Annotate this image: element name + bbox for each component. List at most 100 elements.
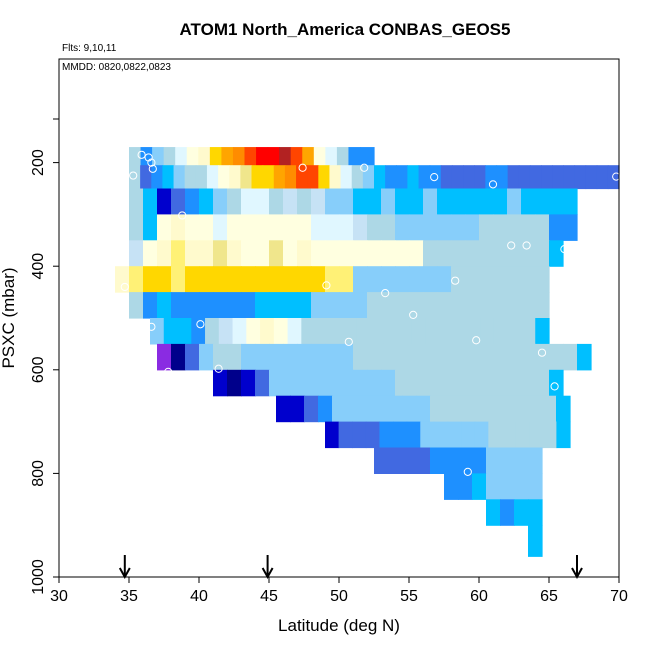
heatmap-cell xyxy=(297,240,312,267)
heatmap-cell xyxy=(465,292,480,319)
heatmap-cell xyxy=(438,318,454,345)
heatmap-cell xyxy=(529,421,544,449)
heatmap-cell xyxy=(313,147,326,166)
x-axis: 30 35 40 45 50 55 60 65 70 xyxy=(50,577,628,605)
heatmap-cell xyxy=(501,421,517,449)
heatmap-cell xyxy=(297,343,312,371)
heatmap-cell xyxy=(393,421,408,449)
heatmap-cell xyxy=(227,343,242,371)
sample-point xyxy=(472,336,481,345)
heatmap-cell xyxy=(227,369,242,397)
heatmap-cell xyxy=(360,147,375,166)
heatmap-cell xyxy=(458,447,473,474)
heatmap-cell xyxy=(199,240,214,267)
heatmap-cell xyxy=(339,240,354,267)
heatmap-cell xyxy=(151,165,164,190)
y-tick-label: 200 xyxy=(30,149,47,176)
heatmap-cell xyxy=(360,395,375,423)
heatmap-cell xyxy=(563,214,578,241)
heatmap-cell xyxy=(485,165,498,190)
heatmap-cell xyxy=(493,343,508,371)
heatmap-cell xyxy=(198,147,211,166)
heatmap-cell xyxy=(143,292,158,319)
heatmap-cell xyxy=(451,240,466,267)
heatmap-cell xyxy=(493,240,508,267)
sample-point xyxy=(560,245,569,254)
heatmap-cell xyxy=(500,473,515,500)
heatmap-cell xyxy=(402,447,417,474)
sample-point xyxy=(322,281,331,290)
heatmap-cell xyxy=(500,447,515,474)
heatmap-cell xyxy=(348,147,361,166)
heatmap-cell xyxy=(297,188,312,215)
heatmap-cell xyxy=(465,214,480,241)
heatmap-cell xyxy=(283,240,298,267)
heatmap-cell xyxy=(585,165,598,190)
heatmap-cell xyxy=(115,266,130,293)
heatmap-cell xyxy=(409,188,424,215)
heatmap-cell xyxy=(255,369,270,397)
heatmap-cell xyxy=(423,214,438,241)
heatmap-cell xyxy=(535,292,550,319)
heatmap-cell xyxy=(381,240,396,267)
heatmap-cell xyxy=(420,421,435,449)
heatmap-cell xyxy=(367,214,382,241)
heatmap-cell xyxy=(451,343,466,371)
heatmap-cell xyxy=(409,292,424,319)
heatmap-cell xyxy=(297,292,312,319)
heatmap-cell xyxy=(367,343,382,371)
heatmap-cell xyxy=(437,343,452,371)
heatmap-cell xyxy=(528,473,543,500)
heatmap-cell xyxy=(213,343,228,371)
heatmap-cell xyxy=(563,165,576,190)
heatmap-cell xyxy=(381,343,396,371)
heatmap-cell xyxy=(385,165,397,190)
sample-point xyxy=(214,364,223,373)
heatmap-cell xyxy=(493,318,509,345)
heatmap-cell xyxy=(409,214,424,241)
heatmap-cell xyxy=(177,318,192,345)
heatmap-cell xyxy=(185,240,200,267)
heatmap-cell xyxy=(157,292,172,319)
heatmap-cell xyxy=(143,188,158,215)
heatmap-cell xyxy=(528,447,543,474)
heatmap-cell xyxy=(395,369,410,397)
heatmap-cell xyxy=(486,395,501,423)
heatmap-cell xyxy=(535,266,550,293)
heatmap-cell xyxy=(465,240,480,267)
heatmap-cell xyxy=(423,343,438,371)
heatmap-cell xyxy=(542,395,557,423)
heatmap-cell xyxy=(163,147,176,166)
heatmap-cell xyxy=(452,318,468,345)
y-tick-label: 800 xyxy=(30,460,47,487)
heatmap-cell xyxy=(338,421,353,449)
heatmap-cell xyxy=(213,369,228,397)
heatmap-cell xyxy=(465,266,480,293)
heatmap-cell xyxy=(542,421,557,449)
heatmap-cell xyxy=(514,395,529,423)
heatmap-cell xyxy=(318,395,333,423)
x-tick-label: 30 xyxy=(50,588,68,605)
heatmap-cell xyxy=(325,188,340,215)
heatmap-cell xyxy=(162,165,175,190)
heatmap-cell xyxy=(311,369,326,397)
sample-point xyxy=(381,289,390,298)
heatmap-cell xyxy=(195,165,208,190)
heatmap-cell xyxy=(535,369,550,397)
sample-point xyxy=(129,171,138,180)
heatmap-cell xyxy=(302,147,315,166)
heatmap-cell xyxy=(213,188,228,215)
heatmap-cell xyxy=(444,395,459,423)
y-tick-label: 1000 xyxy=(30,559,47,595)
heatmap-cell xyxy=(535,318,550,345)
heatmap-cell xyxy=(325,343,340,371)
sample-point xyxy=(451,276,460,285)
heatmap-cell xyxy=(507,369,522,397)
heatmap-cell xyxy=(507,292,522,319)
heatmap-cell xyxy=(549,240,564,267)
heatmap-cell xyxy=(284,165,297,190)
y-tick-label: 400 xyxy=(30,253,47,280)
heatmap-cell xyxy=(353,240,368,267)
heatmap-cell xyxy=(227,240,242,267)
